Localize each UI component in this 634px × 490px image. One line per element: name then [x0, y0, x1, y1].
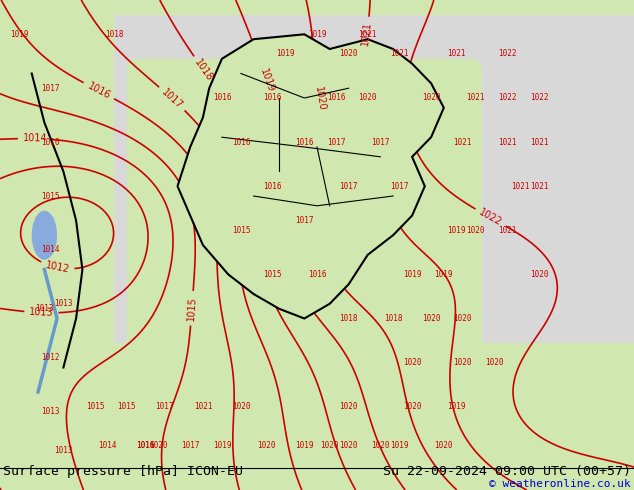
Text: 1016: 1016	[136, 441, 155, 450]
Text: 1020: 1020	[453, 358, 472, 367]
Text: 1020: 1020	[466, 226, 485, 235]
Ellipse shape	[32, 211, 57, 260]
Text: 1020: 1020	[422, 94, 441, 102]
FancyBboxPatch shape	[127, 59, 482, 461]
Text: 1020: 1020	[339, 49, 358, 58]
Text: 1016: 1016	[231, 138, 250, 147]
Text: 1014: 1014	[41, 245, 60, 254]
Text: 1021: 1021	[390, 49, 409, 58]
Text: 1016: 1016	[136, 441, 155, 450]
Text: 1018: 1018	[384, 314, 403, 323]
Text: 1015: 1015	[231, 226, 250, 235]
Text: 1019: 1019	[212, 441, 231, 450]
Text: 1020: 1020	[403, 402, 422, 411]
Text: 1020: 1020	[422, 314, 441, 323]
Text: 1021: 1021	[193, 402, 212, 411]
Text: 1021: 1021	[453, 138, 472, 147]
Text: 1021: 1021	[447, 49, 466, 58]
Text: 1019: 1019	[447, 402, 466, 411]
Text: 1021: 1021	[529, 138, 548, 147]
Text: 1012: 1012	[41, 353, 60, 362]
Text: 1014: 1014	[98, 441, 117, 450]
Text: 1012: 1012	[44, 260, 70, 275]
Text: 1020: 1020	[434, 441, 453, 450]
Text: 1013: 1013	[41, 407, 60, 416]
Text: 1016: 1016	[295, 138, 314, 147]
Text: Su 22-09-2024 09:00 UTC (00+57): Su 22-09-2024 09:00 UTC (00+57)	[383, 465, 631, 478]
Text: 1020: 1020	[339, 402, 358, 411]
Text: 1016: 1016	[263, 182, 282, 191]
Text: 1015: 1015	[41, 192, 60, 200]
Text: 1021: 1021	[498, 138, 517, 147]
Text: 1016: 1016	[86, 80, 112, 101]
Text: 1019: 1019	[390, 441, 409, 450]
Text: 1021: 1021	[510, 182, 529, 191]
Text: 1018: 1018	[193, 57, 215, 83]
Text: 1020: 1020	[371, 441, 390, 450]
Text: 1019: 1019	[447, 226, 466, 235]
Text: 1022: 1022	[498, 94, 517, 102]
Text: 1019: 1019	[10, 30, 29, 39]
Text: 1020: 1020	[453, 314, 472, 323]
Text: 1019: 1019	[258, 67, 276, 94]
Text: 1022: 1022	[498, 49, 517, 58]
Text: 1015: 1015	[86, 402, 105, 411]
Text: 1019: 1019	[403, 270, 422, 279]
Text: 1021: 1021	[498, 226, 517, 235]
Text: 1015: 1015	[186, 295, 198, 321]
Text: 1016: 1016	[327, 94, 346, 102]
Text: 1013: 1013	[29, 307, 54, 318]
Text: Surface pressure [hPa] ICON-EU: Surface pressure [hPa] ICON-EU	[3, 465, 243, 478]
Text: 1022: 1022	[477, 207, 504, 228]
Text: 1020: 1020	[339, 441, 358, 450]
Text: 1019: 1019	[295, 441, 314, 450]
Text: 1018: 1018	[105, 30, 124, 39]
Text: 1015: 1015	[117, 402, 136, 411]
Text: 1020: 1020	[313, 86, 327, 112]
Text: 1017: 1017	[181, 441, 200, 450]
Text: 1021: 1021	[466, 94, 485, 102]
Text: 1019: 1019	[307, 30, 327, 39]
Text: 1020: 1020	[149, 441, 168, 450]
Text: 1017: 1017	[327, 138, 346, 147]
Text: 1017: 1017	[155, 402, 174, 411]
Text: © weatheronline.co.uk: © weatheronline.co.uk	[489, 479, 631, 489]
Text: 1019: 1019	[434, 270, 453, 279]
Text: 1020: 1020	[529, 270, 548, 279]
Text: 1017: 1017	[390, 182, 409, 191]
Text: 1013: 1013	[54, 299, 73, 308]
Text: 1021: 1021	[361, 21, 373, 47]
Text: 1020: 1020	[403, 358, 422, 367]
Text: 1020: 1020	[231, 402, 250, 411]
Text: 1020: 1020	[320, 441, 339, 450]
Text: 1016: 1016	[41, 138, 60, 147]
Bar	[0, 15, 114, 465]
Text: 1017: 1017	[339, 182, 358, 191]
Text: 1013: 1013	[35, 304, 54, 313]
Text: 1019: 1019	[276, 49, 295, 58]
Text: 1018: 1018	[339, 314, 358, 323]
Text: 1013: 1013	[54, 446, 73, 455]
Text: 1016: 1016	[307, 270, 327, 279]
Bar	[0, 343, 634, 466]
Text: 1020: 1020	[358, 94, 377, 102]
Polygon shape	[178, 34, 444, 319]
Text: 1014: 1014	[23, 133, 48, 144]
Text: 1016: 1016	[212, 94, 231, 102]
Text: 1020: 1020	[485, 358, 504, 367]
Text: 1017: 1017	[371, 138, 390, 147]
Text: 1017: 1017	[295, 216, 314, 225]
Text: 1016: 1016	[263, 94, 282, 102]
Text: 1022: 1022	[529, 94, 548, 102]
Text: 1017: 1017	[41, 84, 60, 93]
Text: 1015: 1015	[263, 270, 282, 279]
Text: 1021: 1021	[529, 182, 548, 191]
Text: 1020: 1020	[257, 441, 276, 450]
Text: 1021: 1021	[358, 30, 377, 39]
Text: 1017: 1017	[160, 87, 184, 111]
